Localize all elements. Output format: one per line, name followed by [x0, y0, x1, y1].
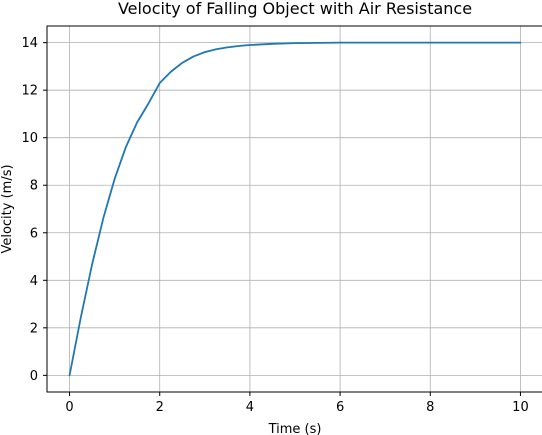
- x-tick-label: 0: [65, 400, 73, 415]
- velocity-line: [68, 41, 522, 377]
- x-tick-label: 8: [426, 400, 434, 415]
- x-tick-label: 10: [512, 400, 529, 415]
- y-tick-label: 6: [30, 226, 38, 241]
- x-tick-label: 6: [336, 400, 344, 415]
- x-tick-label: 2: [156, 400, 164, 415]
- y-tick-label: 12: [21, 84, 38, 99]
- y-axis-label: Velocity (m/s): [0, 164, 15, 253]
- x-tick-label: 4: [246, 400, 254, 415]
- y-tick-label: 0: [30, 369, 38, 384]
- y-tick-label: 10: [21, 131, 38, 146]
- y-tick-label: 4: [30, 274, 38, 289]
- y-tick-label: 14: [21, 36, 38, 51]
- plot-area-frame: [46, 25, 542, 393]
- grid: [47, 26, 542, 392]
- x-axis-ticks: 0 2 4 6 8 10: [65, 392, 529, 415]
- y-axis-ticks: 0 2 4 6 8 10 12 14: [21, 36, 47, 384]
- chart-title: Velocity of Falling Object with Air Resi…: [118, 0, 472, 18]
- y-tick-label: 8: [30, 179, 38, 194]
- y-tick-label: 2: [30, 321, 38, 336]
- x-axis-label: Time (s): [268, 422, 322, 435]
